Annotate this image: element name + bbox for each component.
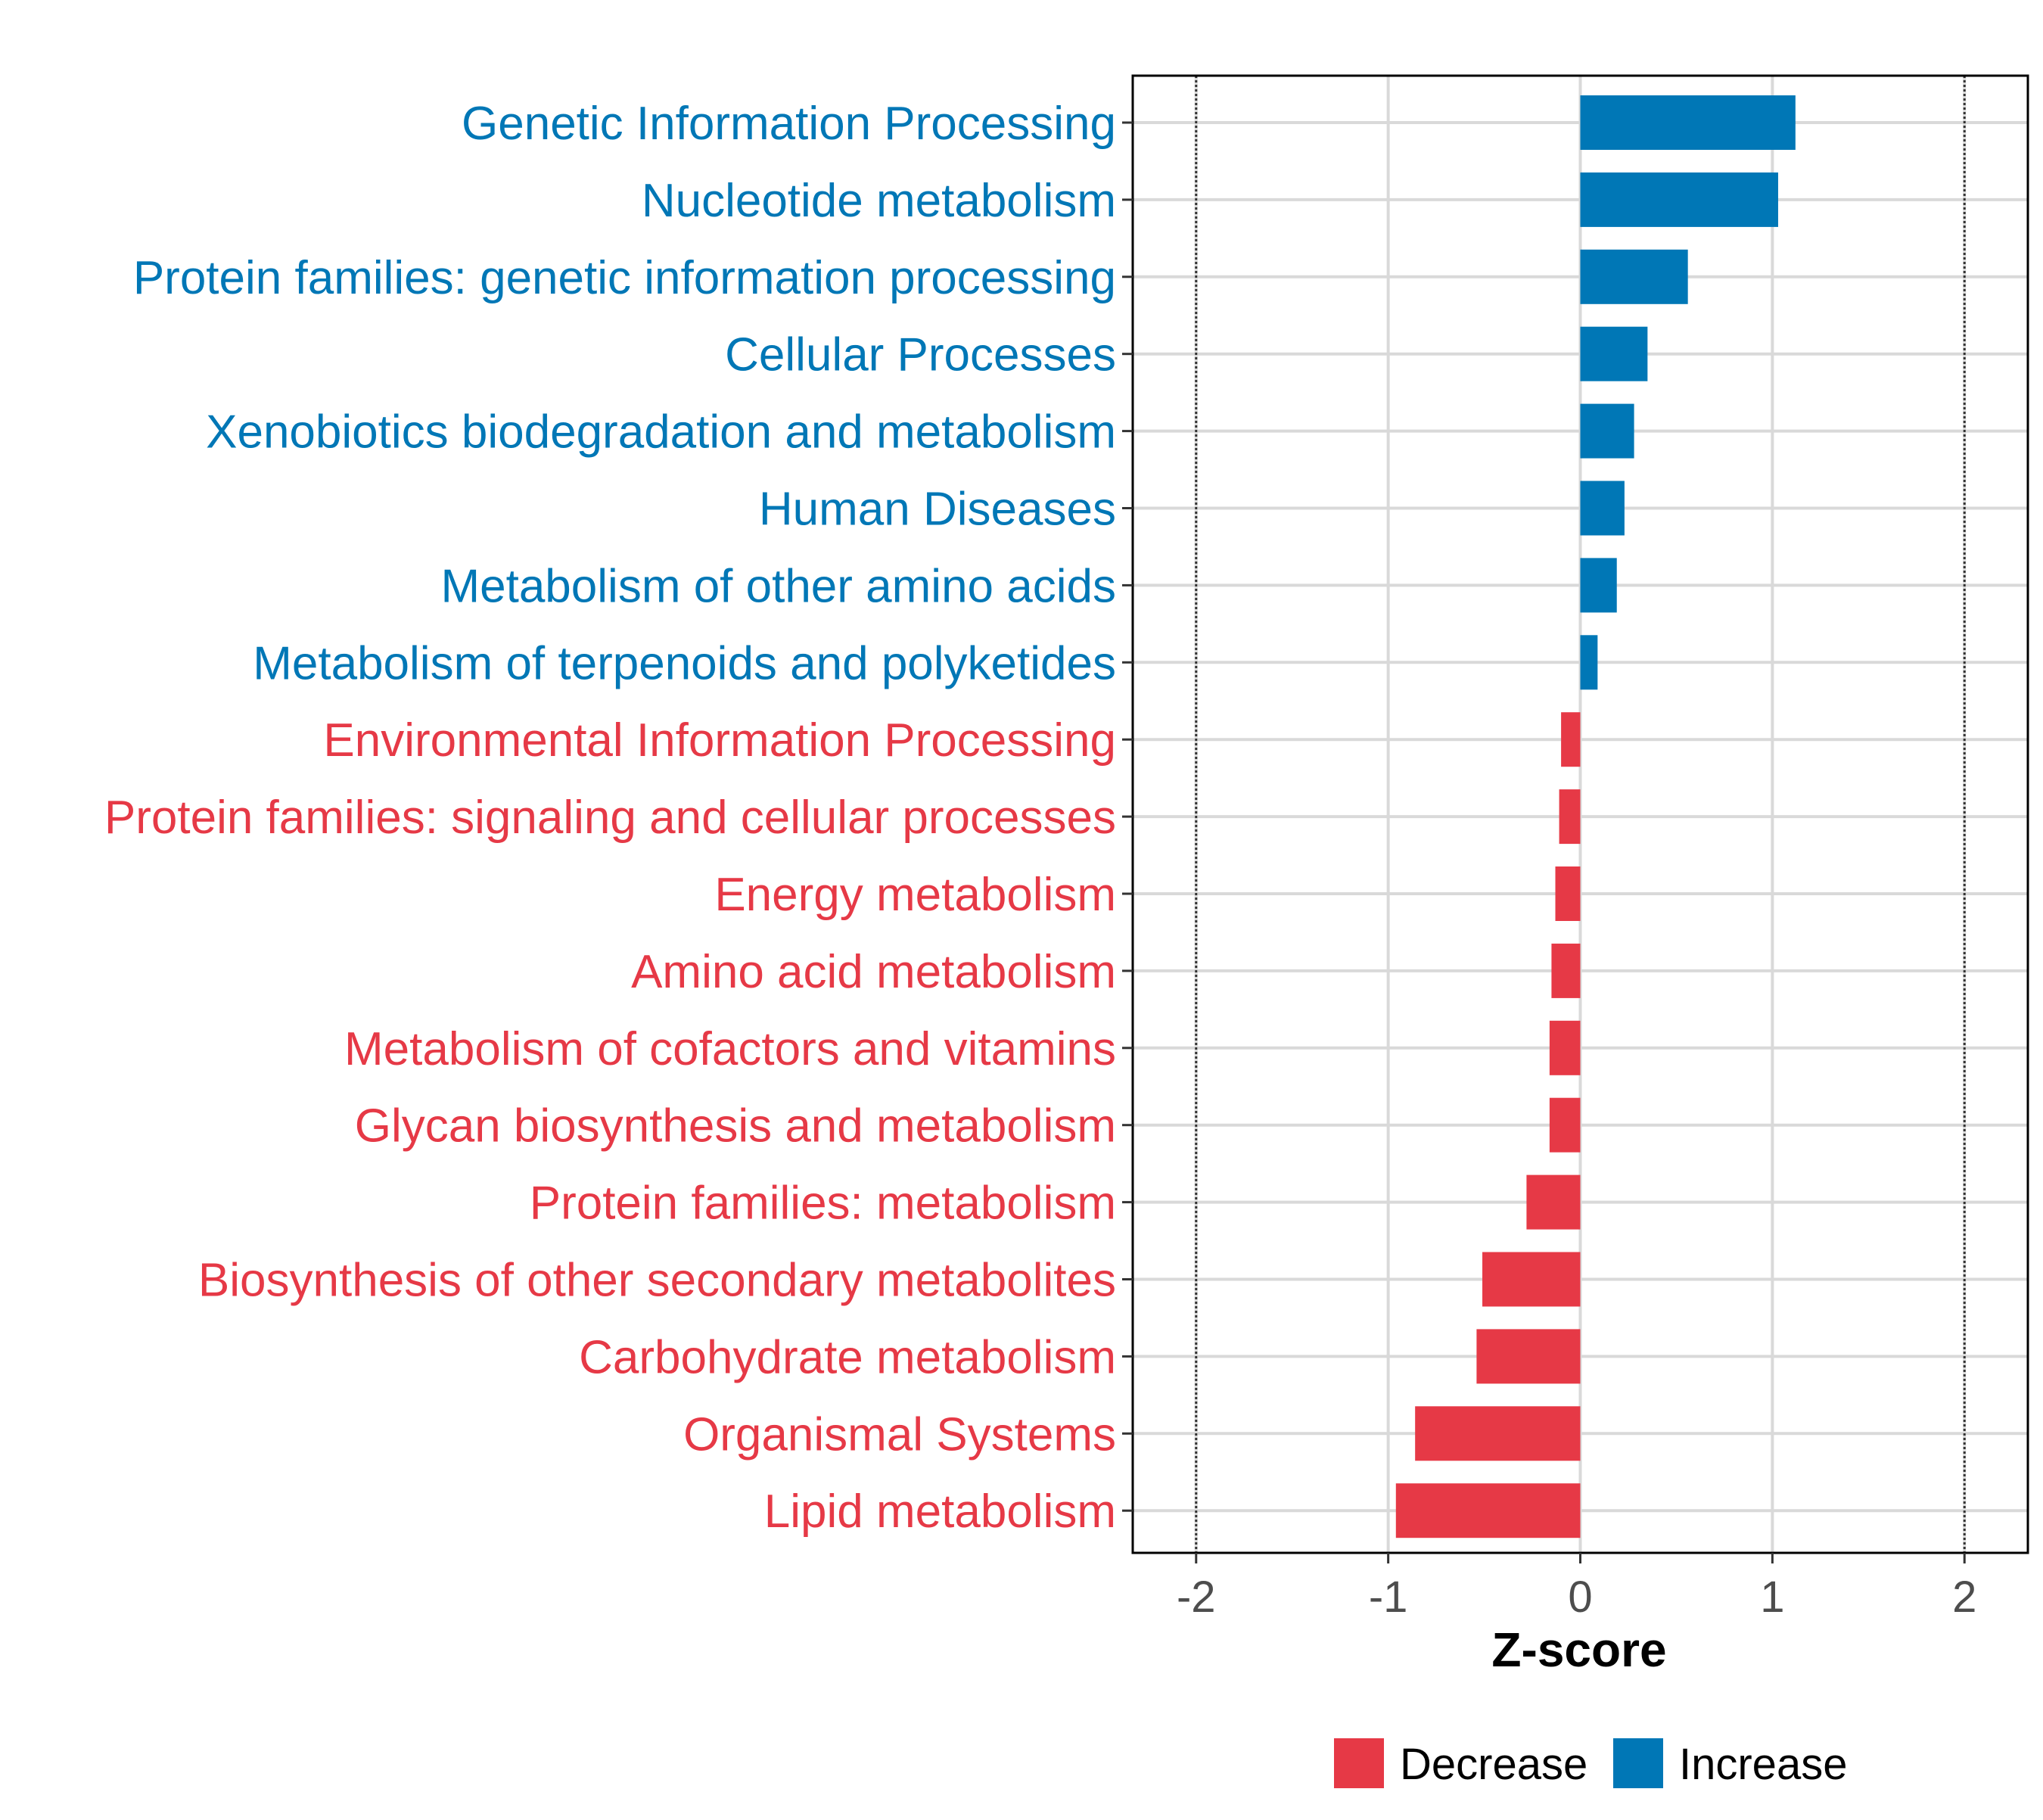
- bars: [1395, 95, 1796, 1538]
- category-label: Genetic Information Processing: [462, 98, 1116, 150]
- x-tick-label: -2: [1177, 1573, 1216, 1622]
- bar: [1580, 326, 1648, 381]
- category-label: Xenobiotics biodegradation and metabolis…: [206, 406, 1116, 459]
- x-tick-label: 2: [1952, 1573, 1976, 1622]
- x-tick-label: 0: [1568, 1573, 1592, 1622]
- legend: Decrease Increase: [1334, 1738, 1847, 1789]
- bar: [1559, 789, 1581, 845]
- bar: [1580, 172, 1778, 227]
- category-label: Amino acid metabolism: [631, 946, 1116, 998]
- y-axis-labels: Genetic Information Processing Nucleotide…: [104, 98, 1116, 1538]
- bar: [1580, 558, 1617, 613]
- bar: [1580, 95, 1796, 150]
- bar: [1476, 1329, 1581, 1384]
- category-label: Glycan biosynthesis and metabolism: [355, 1100, 1116, 1153]
- x-axis-title: Z-score: [1491, 1622, 1666, 1677]
- reference-lines: [1195, 76, 1966, 1553]
- bar: [1526, 1174, 1581, 1230]
- category-label: Human Diseases: [759, 484, 1116, 536]
- bar: [1482, 1252, 1581, 1307]
- x-tick-label: 1: [1760, 1573, 1784, 1622]
- x-axis-ticks: [1195, 1553, 1966, 1563]
- category-label: Protein families: metabolism: [530, 1178, 1116, 1230]
- category-label: Carbohydrate metabolism: [579, 1331, 1116, 1383]
- legend-label: Decrease: [1400, 1740, 1587, 1789]
- bar: [1551, 943, 1581, 998]
- bar: [1561, 712, 1581, 767]
- category-label: Lipid metabolism: [764, 1486, 1116, 1538]
- legend-label: Increase: [1679, 1740, 1847, 1789]
- category-label: Cellular Processes: [725, 329, 1116, 381]
- bar: [1395, 1483, 1581, 1538]
- category-label: Energy metabolism: [714, 869, 1116, 921]
- category-label: Metabolism of cofactors and vitamins: [344, 1023, 1116, 1075]
- x-tick-label: -1: [1369, 1573, 1408, 1622]
- x-axis-tick-labels: -2 -1 0 1 2: [1177, 1573, 1976, 1622]
- bar: [1580, 635, 1598, 690]
- category-label: Metabolism of other amino acids: [440, 560, 1116, 612]
- category-label: Nucleotide metabolism: [642, 175, 1116, 227]
- bar: [1580, 249, 1688, 304]
- category-label: Organismal Systems: [683, 1408, 1116, 1461]
- legend-swatch: [1334, 1738, 1384, 1788]
- bar: [1549, 1020, 1581, 1075]
- category-label: Environmental Information Processing: [323, 714, 1116, 767]
- bar: [1555, 866, 1581, 921]
- category-label: Protein families: signaling and cellular…: [104, 792, 1116, 844]
- category-label: Protein families: genetic information pr…: [133, 252, 1116, 304]
- bar: [1549, 1097, 1581, 1153]
- legend-swatch: [1613, 1738, 1663, 1788]
- category-label: Metabolism of terpenoids and polyketides: [253, 637, 1116, 689]
- bar: [1415, 1406, 1581, 1461]
- category-label: Biosynthesis of other secondary metaboli…: [198, 1255, 1116, 1307]
- y-axis-ticks: [1122, 121, 1133, 1512]
- bar: [1580, 403, 1634, 459]
- bar: [1580, 481, 1625, 536]
